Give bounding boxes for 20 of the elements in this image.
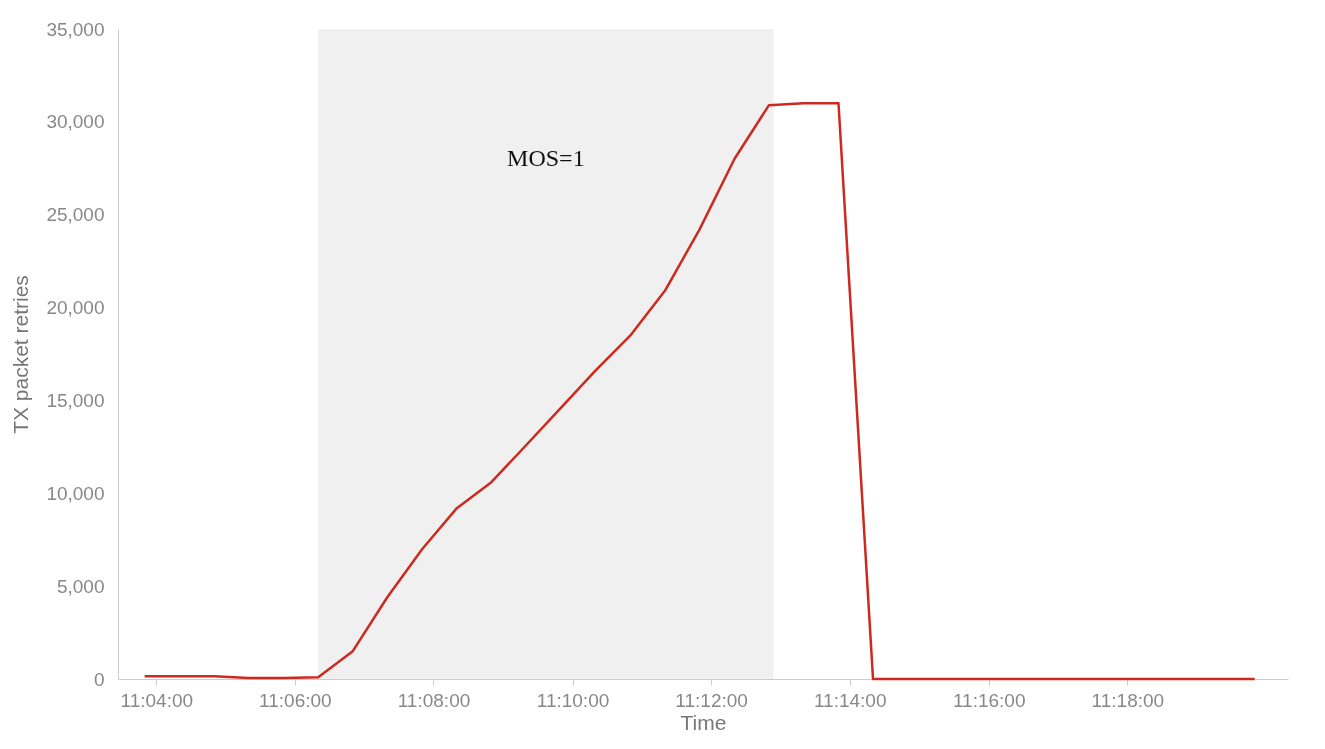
x-tick-label: 11:18:00 <box>1091 689 1165 711</box>
x-tick-label: 11:04:00 <box>120 689 194 711</box>
y-tick-label: 0 <box>93 668 105 690</box>
x-tick-label: 11:14:00 <box>813 689 887 711</box>
y-tick-label: 25,000 <box>46 204 105 226</box>
line-series <box>143 102 1256 681</box>
y-tick-label: 30,000 <box>46 111 105 133</box>
y-tick-label: 5,000 <box>56 575 105 597</box>
x-tick-label: 11:12:00 <box>675 689 748 711</box>
y-tick-label: 20,000 <box>46 297 105 319</box>
y-tick-label: 15,000 <box>46 389 105 411</box>
x-tick-label: 11:06:00 <box>259 689 332 711</box>
x-tick-label: 11:10:00 <box>536 689 610 711</box>
y-axis-title: TX packet retries <box>9 275 33 434</box>
band-label: MOS=1 <box>507 145 585 171</box>
x-tick-label: 11:08:00 <box>397 689 471 711</box>
y-tick-label: 10,000 <box>46 482 105 504</box>
y-tick-label: 35,000 <box>46 18 105 40</box>
x-tick-label: 11:16:00 <box>952 689 1026 711</box>
x-axis-title: Time <box>680 710 727 734</box>
